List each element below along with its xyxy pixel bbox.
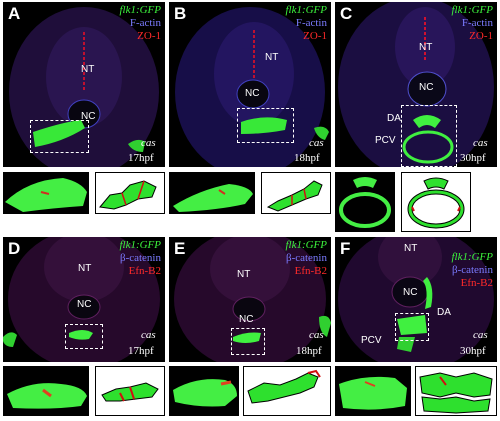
notochord-label: NC — [239, 314, 254, 325]
panel-d-zoom-inset — [3, 366, 89, 416]
marker-blue-label: β-catenin — [119, 252, 161, 264]
genotype-label: cas — [473, 329, 488, 341]
panel-e-cell-drawing — [243, 366, 331, 416]
panel-e-marker-legend: flk1:GFP β-catenin Efn-B2 — [169, 239, 327, 278]
neural-tube-label: NT — [81, 64, 95, 75]
panel-a-tissue — [9, 7, 159, 167]
genotype-label: cas — [141, 137, 156, 149]
panel-f-tissue — [338, 237, 494, 362]
notochord-label: NC — [77, 299, 92, 310]
genotype-label: cas — [309, 137, 324, 149]
neural-tube-label: NT — [265, 52, 279, 63]
panel-letter: D — [8, 239, 21, 258]
genotype-label: cas — [473, 137, 488, 149]
marker-green-label: flk1:GFP — [119, 239, 161, 251]
panel-b-tissue — [175, 7, 329, 167]
marker-blue-label: F-actin — [295, 17, 327, 29]
inset-region-box — [401, 105, 457, 167]
panel-e-micrograph: E NT NC cas 18hpf — [169, 237, 331, 362]
marker-red-label: Efn-B2 — [460, 277, 493, 289]
stage-label: 30hpf — [460, 152, 486, 164]
panel-f-cell-drawing — [415, 366, 497, 416]
marker-legend: flk1:GFP β-catenin Efn-B2 — [451, 251, 493, 290]
dorsal-aorta-label: DA — [437, 307, 451, 318]
panel-f-micrograph: F flk1:GFP β-catenin Efn-B2 NT NC DA PCV… — [335, 237, 497, 362]
stage-label: 18hpf — [294, 152, 320, 164]
marker-blue-label: F-actin — [129, 17, 161, 29]
notochord-label: NC — [245, 88, 260, 99]
panel-a-micrograph: A flk1:GFP F-actin ZO-1 NT NC cas 17hpf — [3, 2, 165, 167]
panel-letter: A — [8, 4, 21, 23]
pcv-label: PCV — [361, 335, 382, 346]
panel-a-zoom-inset — [3, 172, 89, 214]
notochord-label: NC — [403, 287, 418, 298]
neural-tube-label: NT — [419, 42, 433, 53]
marker-red-label: Efn-B2 — [128, 265, 161, 277]
marker-green-label: flk1:GFP — [451, 251, 493, 263]
panel-b-micrograph: B flk1:GFP F-actin ZO-1 NT NC cas 18hpf — [169, 2, 331, 167]
neural-tube-label: NT — [404, 243, 418, 254]
panel-a-cell-drawing — [95, 172, 165, 214]
panel-c-tissue — [338, 2, 494, 167]
panel-d-cell-drawing — [95, 366, 165, 416]
notochord-label: NC — [419, 82, 434, 93]
panel-f-zoom-inset — [335, 366, 411, 416]
marker-red-label: Efn-B2 — [294, 265, 327, 277]
marker-red-label: ZO-1 — [469, 30, 493, 42]
marker-green-label: flk1:GFP — [119, 4, 161, 16]
panel-d-micrograph: D flk1:GFP β-catenin Efn-B2 NT NC cas 17… — [3, 237, 165, 362]
panel-e-tissue — [174, 237, 331, 362]
marker-red-label: ZO-1 — [303, 30, 327, 42]
panel-b-cell-drawing — [261, 172, 331, 214]
marker-legend: flk1:GFP F-actin ZO-1 — [285, 4, 327, 43]
marker-green-label: flk1:GFP — [451, 4, 493, 16]
stage-label: 18hpf — [296, 345, 322, 357]
inset-region-box — [65, 324, 103, 349]
stage-label: 17hpf — [128, 345, 154, 357]
panel-c-micrograph: C flk1:GFP F-actin ZO-1 NT NC DA PCV cas… — [335, 2, 497, 167]
genotype-label: cas — [309, 329, 324, 341]
marker-green-label: flk1:GFP — [285, 239, 327, 251]
marker-legend: flk1:GFP β-catenin Efn-B2 — [119, 239, 161, 278]
marker-blue-label: β-catenin — [451, 264, 493, 276]
panel-d-tissue — [3, 237, 160, 362]
marker-legend: flk1:GFP F-actin ZO-1 — [451, 4, 493, 43]
inset-region-box — [237, 108, 294, 143]
pcv-label: PCV — [375, 135, 396, 146]
inset-region-box — [395, 313, 429, 341]
neural-tube-label: NT — [78, 263, 92, 274]
panel-c-cell-drawing — [401, 172, 471, 232]
panel-e-zoom-inset — [169, 366, 239, 416]
genotype-label: cas — [141, 329, 156, 341]
stage-label: 30hpf — [460, 345, 486, 357]
dorsal-aorta-label: DA — [387, 113, 401, 124]
panel-c-zoom-inset — [335, 172, 395, 232]
inset-region-box — [231, 328, 265, 355]
marker-blue-label: β-catenin — [285, 252, 327, 264]
neural-tube-label: NT — [237, 269, 251, 280]
stage-label: 17hpf — [128, 152, 154, 164]
panel-letter: F — [340, 239, 351, 258]
inset-region-box — [30, 120, 89, 153]
panel-letter: C — [340, 4, 353, 23]
panel-b-zoom-inset — [169, 172, 255, 214]
marker-green-label: flk1:GFP — [285, 4, 327, 16]
notochord-label: NC — [81, 111, 96, 122]
marker-red-label: ZO-1 — [137, 30, 161, 42]
marker-blue-label: F-actin — [461, 17, 493, 29]
marker-legend: flk1:GFP F-actin ZO-1 — [119, 4, 161, 43]
panel-letter: E — [174, 239, 186, 258]
panel-letter: B — [174, 4, 187, 23]
